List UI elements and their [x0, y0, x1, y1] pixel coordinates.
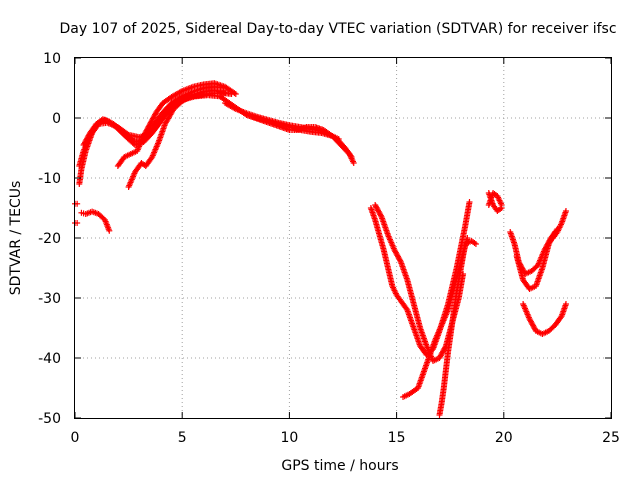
- series-arc-07: [114, 80, 239, 169]
- y-tick-label: -20: [38, 231, 61, 247]
- series-arc-03: [78, 208, 113, 234]
- y-tick-label: -30: [38, 291, 61, 307]
- data-point: [232, 91, 239, 97]
- data-point-dense: [177, 88, 184, 95]
- data-points: [72, 80, 569, 418]
- series-arc-11: [243, 112, 342, 142]
- y-tick-label: 0: [52, 111, 61, 127]
- data-point: [348, 154, 355, 160]
- axis-ticks: [74, 57, 612, 419]
- data-point: [74, 220, 81, 226]
- data-point-dense: [397, 257, 404, 264]
- data-point: [464, 235, 471, 241]
- data-point-dense: [231, 90, 238, 97]
- data-point-dense: [347, 152, 354, 159]
- data-point: [335, 136, 342, 142]
- y-axis-label: SDTVAR / TECUs: [8, 181, 24, 296]
- data-point: [106, 227, 113, 234]
- x-axis-label: GPS time / hours: [281, 458, 398, 474]
- series-arc-21: [550, 208, 569, 241]
- data-point: [562, 301, 569, 307]
- y-axis-tick-labels: 10 0 -10 -20 -30 -40 -50: [38, 51, 61, 427]
- y-tick-label: -10: [38, 171, 61, 187]
- y-tick-label: 10: [43, 51, 61, 67]
- data-point: [562, 208, 569, 214]
- y-tick-label: -40: [38, 351, 61, 367]
- x-tick-label: 15: [388, 430, 406, 446]
- data-point: [74, 200, 81, 207]
- x-tick-label: 10: [280, 430, 298, 446]
- data-point-dense: [377, 212, 384, 219]
- series-arc-17: [485, 190, 505, 208]
- data-point-dense: [231, 105, 238, 112]
- data-point: [472, 241, 479, 247]
- series-arc-20: [520, 301, 569, 337]
- series-arc-08: [125, 87, 229, 190]
- data-point-dense: [188, 92, 195, 99]
- chart-title: Day 107 of 2025, Sidereal Day-to-day VTE…: [59, 21, 616, 37]
- data-point: [466, 199, 473, 205]
- x-tick-label: 20: [495, 430, 513, 446]
- x-tick-label: 0: [71, 430, 80, 446]
- x-axis-tick-labels: 0 5 10 15 20 25: [71, 430, 620, 446]
- data-point: [498, 202, 505, 208]
- data-point: [222, 89, 229, 96]
- x-tick-label: 5: [178, 430, 187, 446]
- grid-lines: [75, 58, 611, 418]
- series-arc-19: [513, 229, 559, 292]
- x-tick-label: 25: [602, 430, 620, 446]
- data-point: [350, 160, 357, 166]
- y-tick-label: -50: [38, 411, 61, 427]
- series-arc-15: [436, 238, 479, 418]
- plot-frame: [74, 57, 612, 419]
